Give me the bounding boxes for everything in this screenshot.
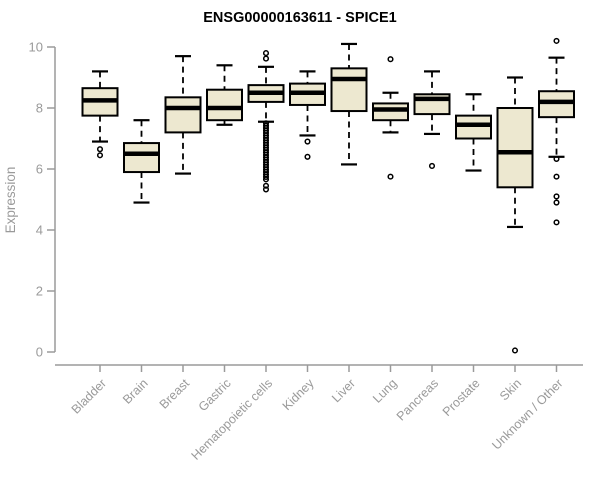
- x-category-label-brain: Brain: [120, 376, 151, 407]
- box-breast: [164, 96, 202, 134]
- y-axis-label: Expression: [3, 167, 18, 234]
- x-category-label-skin: Skin: [497, 376, 524, 403]
- chart-title: ENSG00000163611 - SPICE1: [203, 10, 396, 26]
- outlier-point-unknown-other: [553, 37, 560, 44]
- outlier-point-hematopoietic-cells: [262, 50, 270, 57]
- x-category-label-unknown-other: Unknown / Other: [489, 376, 565, 452]
- y-tick-label: 8: [36, 101, 43, 116]
- box-skin: [496, 107, 534, 189]
- outlier-point-hematopoietic-cells: [262, 173, 270, 180]
- outlier-point-hematopoietic-cells: [262, 186, 270, 193]
- outlier-point-unknown-other: [553, 199, 560, 206]
- y-tick-label: 10: [29, 40, 43, 55]
- outlier-point-kidney: [304, 138, 311, 145]
- box-unknown-other: [538, 90, 575, 119]
- box-liver: [330, 67, 368, 113]
- outlier-point-unknown-other: [553, 193, 560, 200]
- outlier-point-unknown-other: [553, 155, 560, 162]
- y-tick-label: 2: [36, 284, 43, 299]
- outlier-point-bladder: [96, 152, 104, 159]
- outlier-point-lung: [387, 173, 394, 180]
- x-category-label-kidney: Kidney: [280, 376, 317, 413]
- x-category-label-gastric: Gastric: [196, 376, 234, 414]
- outlier-point-kidney: [304, 153, 311, 160]
- x-category-label-hematopoietic-cells: Hematopoietic cells: [189, 376, 276, 463]
- y-tick-label: 4: [36, 223, 43, 238]
- outlier-point-lung: [387, 56, 394, 63]
- box-lung: [372, 102, 409, 122]
- box-brain: [123, 142, 160, 174]
- box-gastric: [206, 88, 243, 122]
- outlier-point-hematopoietic-cells: [262, 182, 270, 189]
- x-category-label-pancreas: Pancreas: [394, 376, 441, 423]
- plot-area: 0 2 4 6 8 10 Bladder Brain Breast GastricHematopo…: [29, 37, 583, 463]
- x-category-label-liver: Liver: [329, 376, 358, 405]
- x-category-label-lung: Lung: [370, 376, 400, 406]
- outlier-point-unknown-other: [553, 173, 560, 180]
- x-category-label-bladder: Bladder: [69, 376, 109, 416]
- outlier-point-hematopoietic-cells: [262, 176, 270, 183]
- y-tick-label: 6: [36, 162, 43, 177]
- x-category-label-breast: Breast: [157, 376, 193, 412]
- outlier-point-hematopoietic-cells: [262, 55, 270, 62]
- outlier-point-bladder: [96, 146, 104, 153]
- y-tick-label: 0: [36, 345, 43, 360]
- outlier-point-pancreas: [428, 162, 436, 169]
- outlier-point-unknown-other: [553, 219, 560, 226]
- x-category-label-prostate: Prostate: [440, 376, 483, 419]
- outlier-point-skin: [511, 347, 519, 354]
- box-prostate: [455, 114, 492, 140]
